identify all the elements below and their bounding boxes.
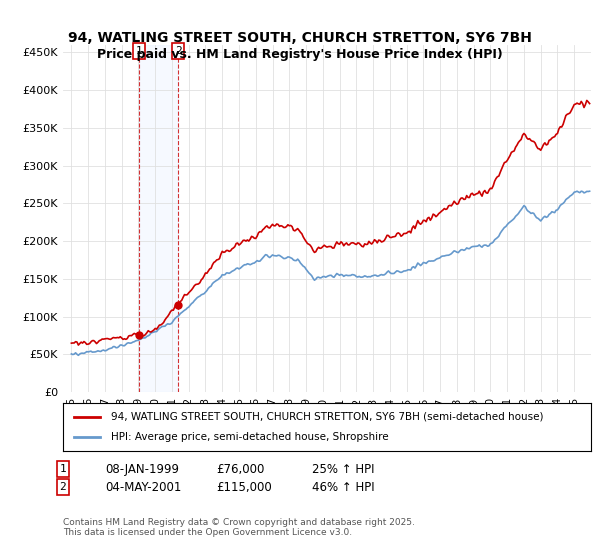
Text: Price paid vs. HM Land Registry's House Price Index (HPI): Price paid vs. HM Land Registry's House …: [97, 48, 503, 60]
Text: 08-JAN-1999: 08-JAN-1999: [105, 463, 179, 476]
Text: Contains HM Land Registry data © Crown copyright and database right 2025.
This d: Contains HM Land Registry data © Crown c…: [63, 518, 415, 538]
Text: 1: 1: [136, 46, 142, 56]
Text: 94, WATLING STREET SOUTH, CHURCH STRETTON, SY6 7BH (semi-detached house): 94, WATLING STREET SOUTH, CHURCH STRETTO…: [110, 412, 543, 422]
Text: HPI: Average price, semi-detached house, Shropshire: HPI: Average price, semi-detached house,…: [110, 432, 388, 442]
Text: 04-MAY-2001: 04-MAY-2001: [105, 480, 181, 494]
Text: 2: 2: [59, 482, 67, 492]
Bar: [139, 45, 178, 392]
Text: 46% ↑ HPI: 46% ↑ HPI: [312, 480, 374, 494]
Text: £76,000: £76,000: [216, 463, 265, 476]
Text: 94, WATLING STREET SOUTH, CHURCH STRETTON, SY6 7BH: 94, WATLING STREET SOUTH, CHURCH STRETTO…: [68, 31, 532, 45]
Text: £115,000: £115,000: [216, 480, 272, 494]
Text: 1: 1: [59, 464, 67, 474]
Text: 2: 2: [175, 46, 182, 56]
Text: 25% ↑ HPI: 25% ↑ HPI: [312, 463, 374, 476]
